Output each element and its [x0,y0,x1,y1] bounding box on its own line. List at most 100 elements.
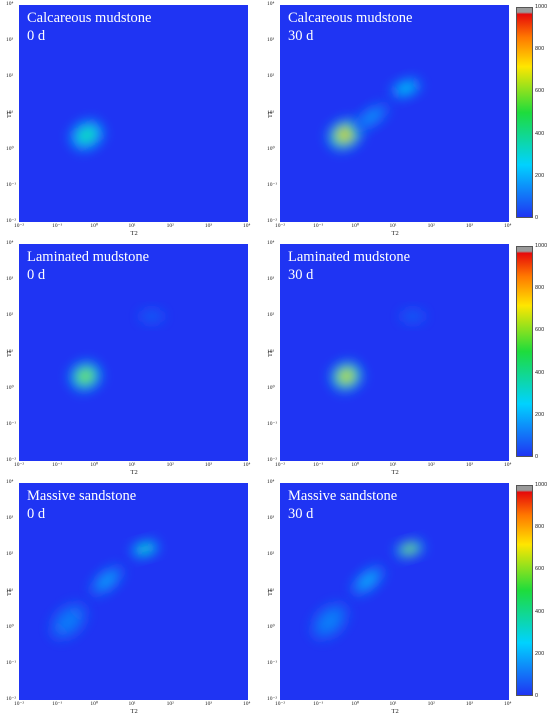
y-tick-label: 10¹ [6,348,14,355]
heatmap-peak [329,360,364,392]
x-tick-label: 10⁻² [14,223,25,229]
x-tick-label: 10⁴ [243,462,251,468]
y-tick-label: 10⁻¹ [6,181,17,188]
x-tick-label: 10⁻² [14,462,25,468]
heatmap-peak [353,102,390,132]
panel-subtitle: 30 d [288,267,314,283]
y-tick-label: 10⁻² [6,457,17,463]
x-tick-label: 10¹ [389,462,397,468]
y-tick-label: 10³ [6,37,14,44]
x-tick-label: 10¹ [128,701,136,707]
colorbar-tick-label: 400 [535,608,545,615]
x-tick-label: 10² [427,462,435,468]
heatmap-peak [399,309,427,324]
panel-subtitle: 30 d [288,506,314,522]
x-tick-label: 10⁰ [351,701,360,707]
panel-calcareous-30d: Calcareous mudstone 30 d 10⁻² 10⁻¹ 10⁰ 10¹ 10²… [267,1,549,246]
colorbar [516,7,533,218]
y-tick-label: 10¹ [267,587,275,594]
x-axis-label: T2 [130,469,138,476]
heatmap-peak [49,602,88,641]
y-tick-label: 10⁻² [267,696,278,702]
heatmap-peak [394,540,425,558]
y-tick-label: 10⁻¹ [267,181,278,188]
y-tick-label: 10³ [267,515,275,522]
heatmap-peak [130,540,160,558]
panel-subtitle: 30 d [288,28,314,44]
heatmap-svg [19,244,248,461]
y-tick-label: 10⁻¹ [6,420,17,427]
x-tick-label: 10³ [465,223,473,229]
heatmap-peak [68,360,103,392]
heatmap-plot-area [280,483,509,700]
y-tick-label: 10³ [267,37,275,44]
heatmap-plot-area [280,244,509,461]
x-tick-label: 10¹ [389,223,397,229]
x-tick-label: 10¹ [128,223,136,229]
colorbar-tick-label: 1000 [535,4,548,10]
panel-massive-0d: Massive sandstone 0 d 10⁻² 10⁻¹ 10⁰ 10¹ 10² 10³… [6,479,288,724]
y-tick-label: 10⁰ [267,384,275,391]
x-tick-label: 10⁰ [90,701,99,707]
y-tick-label: 10³ [267,276,275,283]
panel-subtitle: 0 d [27,506,46,522]
colorbar-tick-label: 600 [535,88,545,95]
panel-title: Laminated mudstone [288,249,411,265]
y-tick-label: 10⁻¹ [267,659,278,666]
y-tick-label: 10⁴ [6,1,14,7]
y-tick-label: 10⁴ [267,240,275,246]
y-tick-label: 10⁻² [267,218,278,224]
y-tick-label: 10³ [6,515,14,522]
colorbar [516,246,533,457]
x-tick-label: 10⁻¹ [52,223,63,229]
panel-laminated-0d: Laminated mudstone 0 d 10⁻² 10⁻¹ 10⁰ 10¹ 10² 10… [6,240,288,485]
y-tick-label: 10¹ [6,109,14,116]
panel-title: Massive sandstone [27,488,137,504]
y-tick-label: 10¹ [267,348,275,355]
y-tick-label: 10² [6,551,14,558]
x-tick-label: 10² [166,223,174,229]
y-axis-label: T1 [267,588,274,596]
colorbar-tick-label: 0 [535,454,539,460]
y-axis-label: T1 [6,588,13,596]
heatmap-plot-area [19,244,248,461]
colorbar-tick-label: 1000 [535,482,548,488]
y-tick-label: 10² [267,312,275,319]
x-tick-label: 10³ [204,223,212,229]
heatmap-svg [280,483,509,700]
x-tick-label: 10² [427,701,435,707]
x-axis-label: T2 [130,708,138,715]
y-tick-label: 10⁰ [6,623,14,630]
x-tick-label: 10⁻² [275,462,286,468]
x-tick-label: 10³ [465,462,473,468]
y-tick-label: 10⁻¹ [267,420,278,427]
colorbar-tick-label: 400 [535,369,545,376]
y-tick-label: 10⁴ [6,479,14,485]
heatmap-peak [68,119,106,152]
y-tick-label: 10⁰ [6,145,14,152]
x-tick-label: 10⁰ [351,223,360,229]
y-axis-label: T1 [6,110,13,118]
y-tick-label: 10⁰ [6,384,14,391]
x-tick-label: 10² [166,462,174,468]
x-tick-label: 10⁻² [275,223,286,229]
colorbar-tick-label: 0 [535,693,539,699]
y-tick-label: 10¹ [6,587,14,594]
x-tick-label: 10¹ [389,701,397,707]
colorbar-tick-label: 200 [535,650,545,657]
x-tick-label: 10⁰ [90,462,99,468]
heatmap-peak [350,565,386,597]
y-tick-label: 10³ [6,276,14,283]
x-tick-label: 10³ [465,701,473,707]
panel-calcareous-0d: Calcareous mudstone 0 d 10⁻² 10⁻¹ 10⁰ 10¹ 10² 1… [6,1,288,246]
y-axis-label: T1 [267,349,274,357]
heatmap-plot-area [280,5,509,222]
x-tick-label: 10³ [204,701,212,707]
y-tick-label: 10⁰ [267,623,275,630]
x-tick-label: 10⁰ [90,223,99,229]
panel-title: Calcareous mudstone [27,10,152,26]
colorbar-tick-label: 1000 [535,243,548,249]
x-axis-label: T2 [391,469,399,476]
y-axis-label: T1 [6,349,13,357]
x-tick-label: 10⁻¹ [313,223,324,229]
